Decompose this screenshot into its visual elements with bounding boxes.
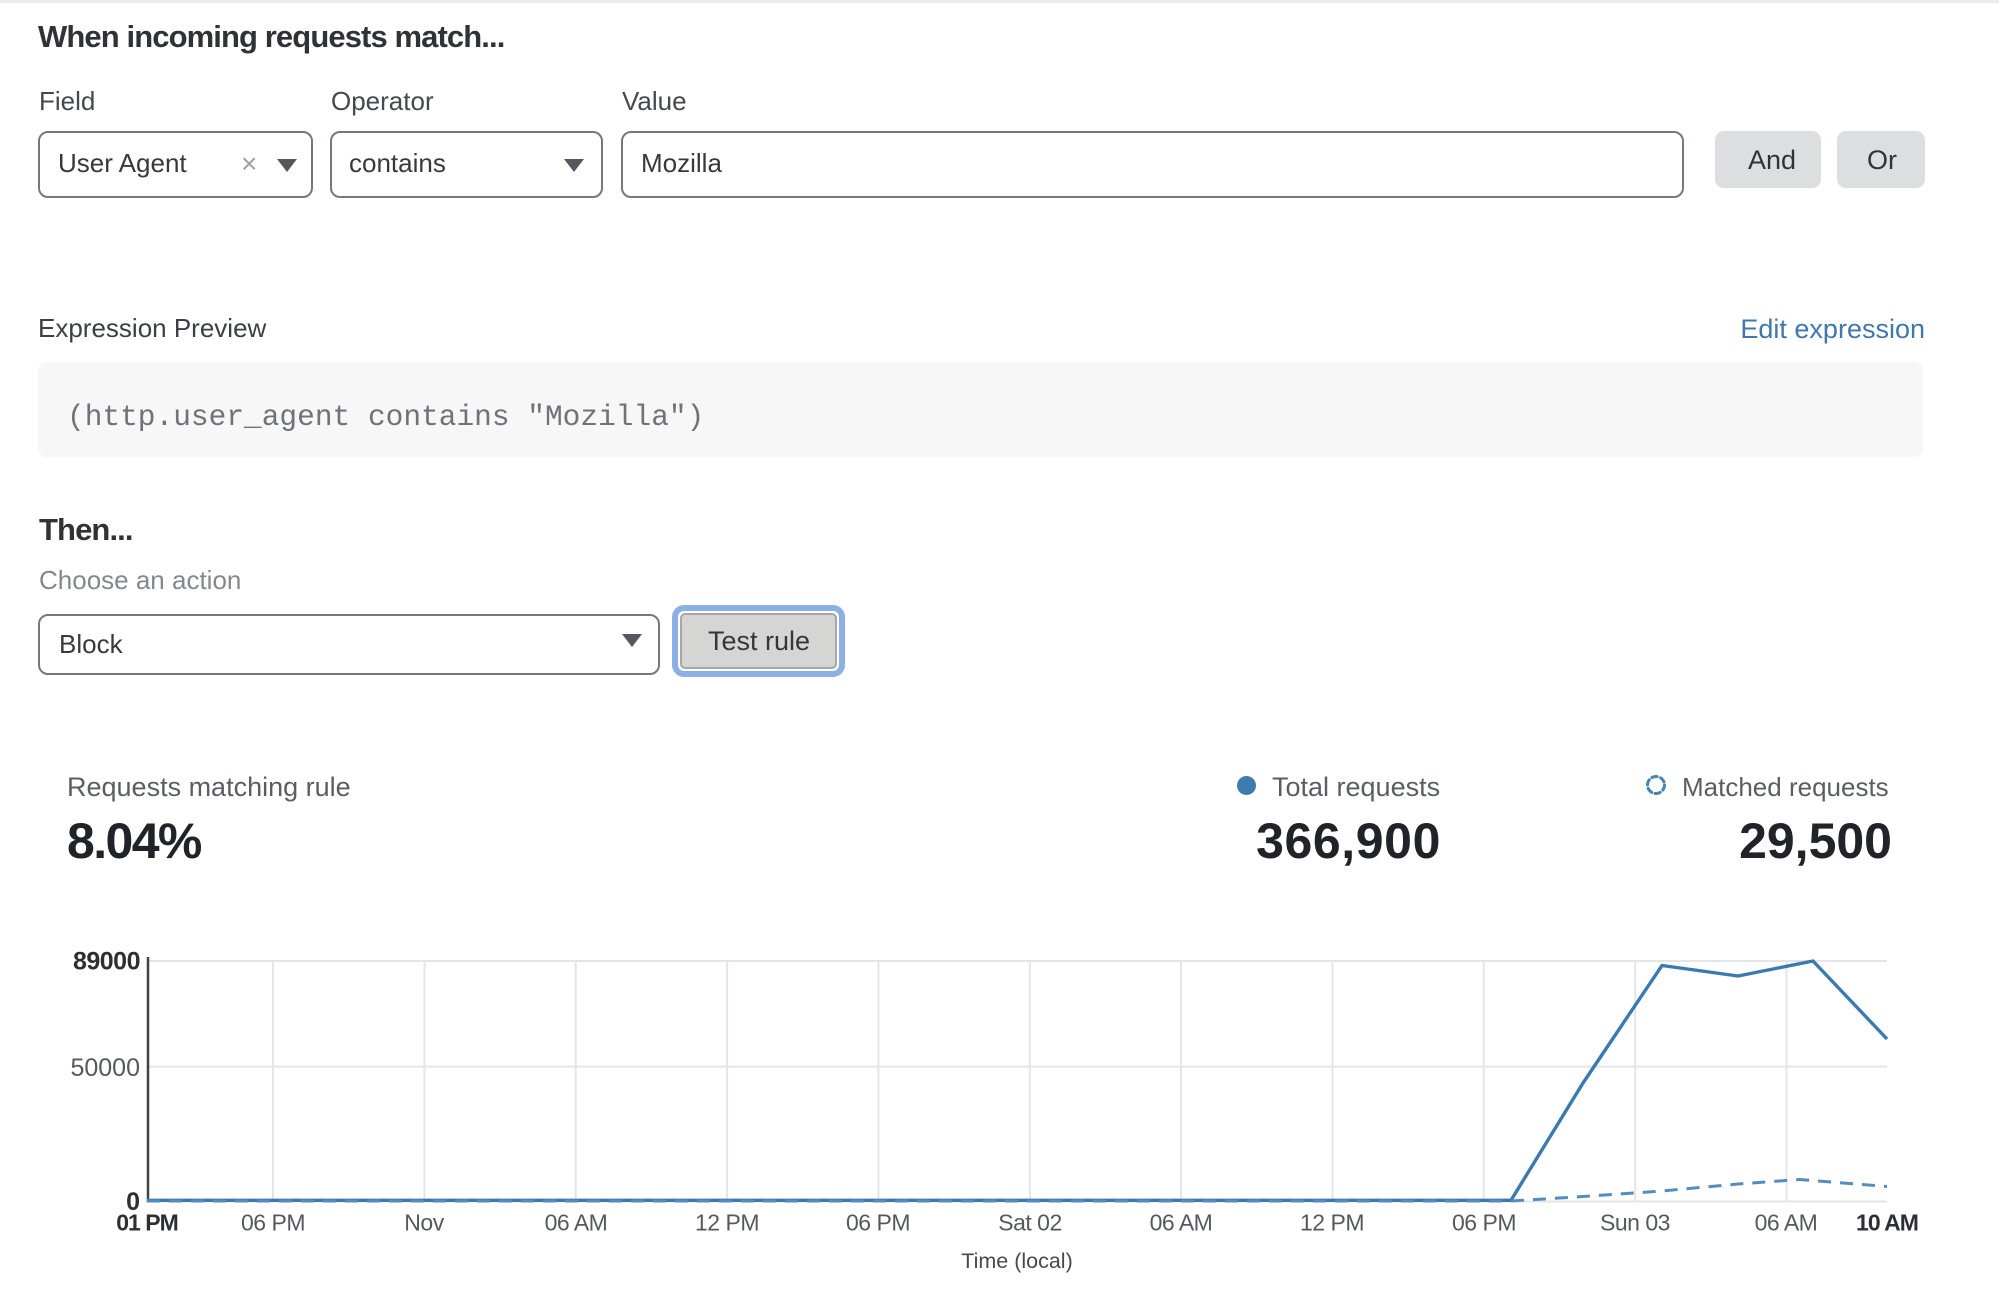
svg-text:06 AM: 06 AM [1150,1210,1213,1236]
svg-text:0: 0 [126,1188,140,1216]
svg-text:12 PM: 12 PM [695,1210,759,1236]
svg-text:06 PM: 06 PM [241,1210,305,1236]
svg-text:12 PM: 12 PM [1300,1210,1364,1236]
svg-text:Sat 02: Sat 02 [998,1210,1062,1236]
svg-text:Sun 03: Sun 03 [1600,1210,1670,1236]
svg-text:50000: 50000 [70,1054,140,1082]
svg-text:10 AM: 10 AM [1856,1210,1918,1236]
svg-text:89000: 89000 [73,948,140,976]
svg-text:Time (local): Time (local) [961,1249,1073,1273]
svg-text:06 AM: 06 AM [545,1210,608,1236]
svg-text:Nov: Nov [404,1210,444,1236]
svg-text:01 PM: 01 PM [116,1210,177,1236]
svg-text:06 AM: 06 AM [1755,1210,1818,1236]
svg-text:06 PM: 06 PM [1452,1210,1516,1236]
svg-text:06 PM: 06 PM [846,1210,910,1236]
